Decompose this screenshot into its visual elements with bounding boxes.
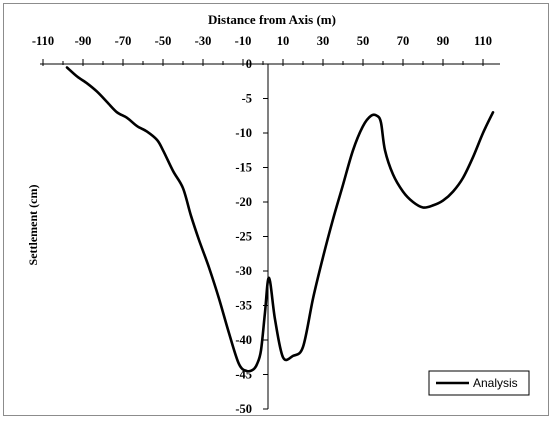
x-tick-label: -50 [155,34,172,48]
series-layer [65,66,495,373]
x-tick-label: 110 [474,34,492,48]
y-tick-label: -15 [235,161,252,175]
legend-label-analysis: Analysis [473,376,518,390]
y-tick-label: -35 [235,299,252,313]
legend-box [428,370,530,396]
legend: Analysis [428,370,530,396]
x-tick-label: -90 [75,34,92,48]
x-tick-label: 10 [277,34,290,48]
x-tick-label: -30 [195,34,212,48]
y-axis-title: Settlement (cm) [26,185,40,266]
series-line-analysis [65,66,495,373]
x-tick-label: -70 [115,34,132,48]
axes: -110 -90 -70 -50 -30 -10 10 30 50 70 90 110 0 -5 -10 -1… [32,34,500,416]
x-tick-label: 90 [437,34,450,48]
y-tick-label: 0 [246,57,252,71]
y-tick-label: -20 [235,195,252,209]
chart-frame [3,3,549,416]
x-tick-label: -110 [32,34,54,48]
y-tick-label: -40 [235,333,252,347]
y-tick-label: -5 [242,92,252,106]
y-tick-label: -10 [235,126,252,140]
x-tick-label: 50 [357,34,370,48]
x-tick-label: -10 [235,34,252,48]
y-tick-label: -50 [235,402,252,416]
y-tick-label: -30 [235,264,252,278]
y-tick-label: -25 [235,230,252,244]
x-axis-title: Distance from Axis (m) [208,12,336,27]
x-tick-label: 70 [397,34,410,48]
x-tick-label: 30 [317,34,330,48]
